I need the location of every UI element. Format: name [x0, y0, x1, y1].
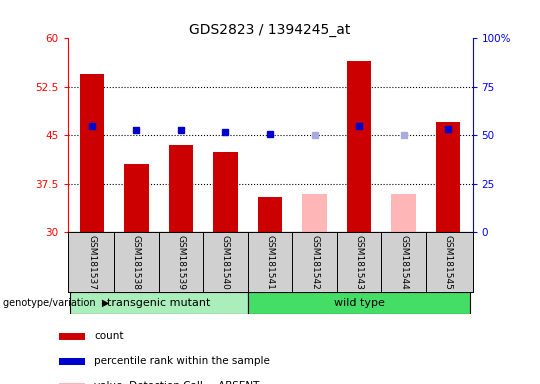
Text: GSM181542: GSM181542	[310, 235, 319, 290]
Text: GSM181544: GSM181544	[399, 235, 408, 290]
Bar	[124, 164, 148, 232]
Bar	[59, 333, 85, 340]
Text: GSM181539: GSM181539	[177, 235, 185, 290]
Bar	[59, 382, 85, 384]
Text: GSM181540: GSM181540	[221, 235, 230, 290]
Text: GSM181543: GSM181543	[355, 235, 363, 290]
Bar	[347, 61, 371, 232]
Bar	[59, 358, 85, 365]
Bar	[436, 122, 460, 232]
Bar	[168, 145, 193, 232]
Text: genotype/variation  ▶: genotype/variation ▶	[3, 298, 109, 308]
Text: GSM181538: GSM181538	[132, 235, 141, 290]
Title: GDS2823 / 1394245_at: GDS2823 / 1394245_at	[190, 23, 350, 37]
Bar	[392, 194, 416, 232]
Text: transgenic mutant: transgenic mutant	[107, 298, 211, 308]
Text: value, Detection Call = ABSENT: value, Detection Call = ABSENT	[94, 381, 260, 384]
Text: wild type: wild type	[334, 298, 384, 308]
Bar	[302, 194, 327, 232]
Text: GSM181545: GSM181545	[443, 235, 453, 290]
Text: GSM181537: GSM181537	[87, 235, 97, 290]
FancyBboxPatch shape	[70, 292, 248, 314]
FancyBboxPatch shape	[248, 292, 470, 314]
Bar	[258, 197, 282, 232]
Text: count: count	[94, 331, 124, 341]
Bar	[80, 74, 104, 232]
Bar	[213, 152, 238, 232]
Text: GSM181541: GSM181541	[266, 235, 274, 290]
Text: percentile rank within the sample: percentile rank within the sample	[94, 356, 270, 366]
